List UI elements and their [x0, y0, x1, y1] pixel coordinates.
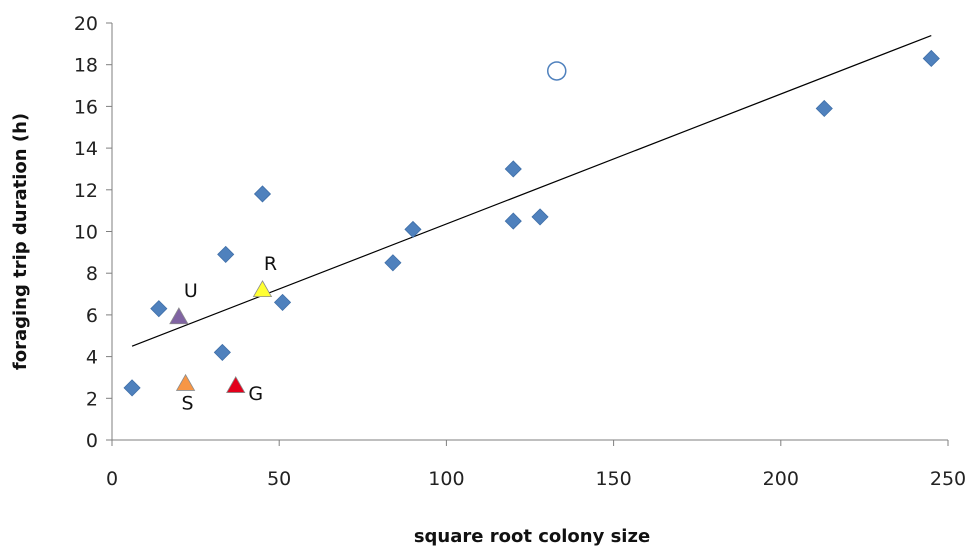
point-label: S [182, 393, 194, 415]
y-tick-label: 18 [74, 55, 98, 77]
x-tick-label: 200 [763, 468, 799, 490]
triangle-point [226, 375, 246, 393]
x-tick-label: 0 [106, 468, 118, 490]
diamond-point [404, 220, 422, 238]
diamond-point [504, 212, 522, 230]
x-tick-label: 50 [267, 468, 291, 490]
trendline [131, 34, 932, 347]
y-axis-title: foraging trip duration (h) [10, 113, 31, 370]
point-label: R [264, 253, 277, 275]
point-label: U [184, 280, 198, 302]
diamond-point [273, 293, 292, 311]
diamond-point [384, 254, 402, 272]
axes-group [111, 23, 948, 441]
y-tick-label: 0 [86, 430, 98, 452]
triangle-point [169, 307, 189, 325]
data-points: U S G R [123, 49, 940, 415]
y-tick-label: 16 [74, 96, 98, 118]
y-tick-label: 8 [86, 263, 98, 285]
diamond-point [213, 343, 231, 361]
open-circle-point [547, 61, 567, 81]
diamond-point [150, 300, 168, 318]
y-tick-labels: 0 2 4 6 8 10 12 14 16 18 20 [74, 13, 112, 452]
x-tick-label: 250 [930, 468, 966, 490]
diamond-point [815, 99, 833, 118]
diamond-point [922, 49, 940, 68]
triangle-point [175, 373, 196, 391]
diamond-point [531, 208, 549, 226]
y-tick-label: 12 [74, 180, 98, 202]
diamond-point [217, 245, 235, 264]
y-tick-label: 2 [86, 388, 98, 410]
triangle-point [252, 280, 273, 298]
point-label: G [248, 383, 263, 405]
diamond-point [504, 160, 522, 178]
y-tick-label: 10 [74, 222, 98, 244]
x-tick-label: 150 [595, 468, 631, 490]
y-tick-label: 14 [74, 138, 98, 160]
x-axis-title: square root colony size [414, 526, 650, 547]
y-tick-label: 6 [86, 305, 98, 327]
y-tick-label: 4 [86, 347, 98, 369]
x-tick-label: 100 [428, 468, 464, 490]
y-tick-label: 20 [74, 13, 98, 35]
diamond-point [123, 379, 141, 397]
diamond-point [253, 185, 272, 203]
x-tick-labels: 0 50 100 150 200 250 [106, 440, 966, 490]
